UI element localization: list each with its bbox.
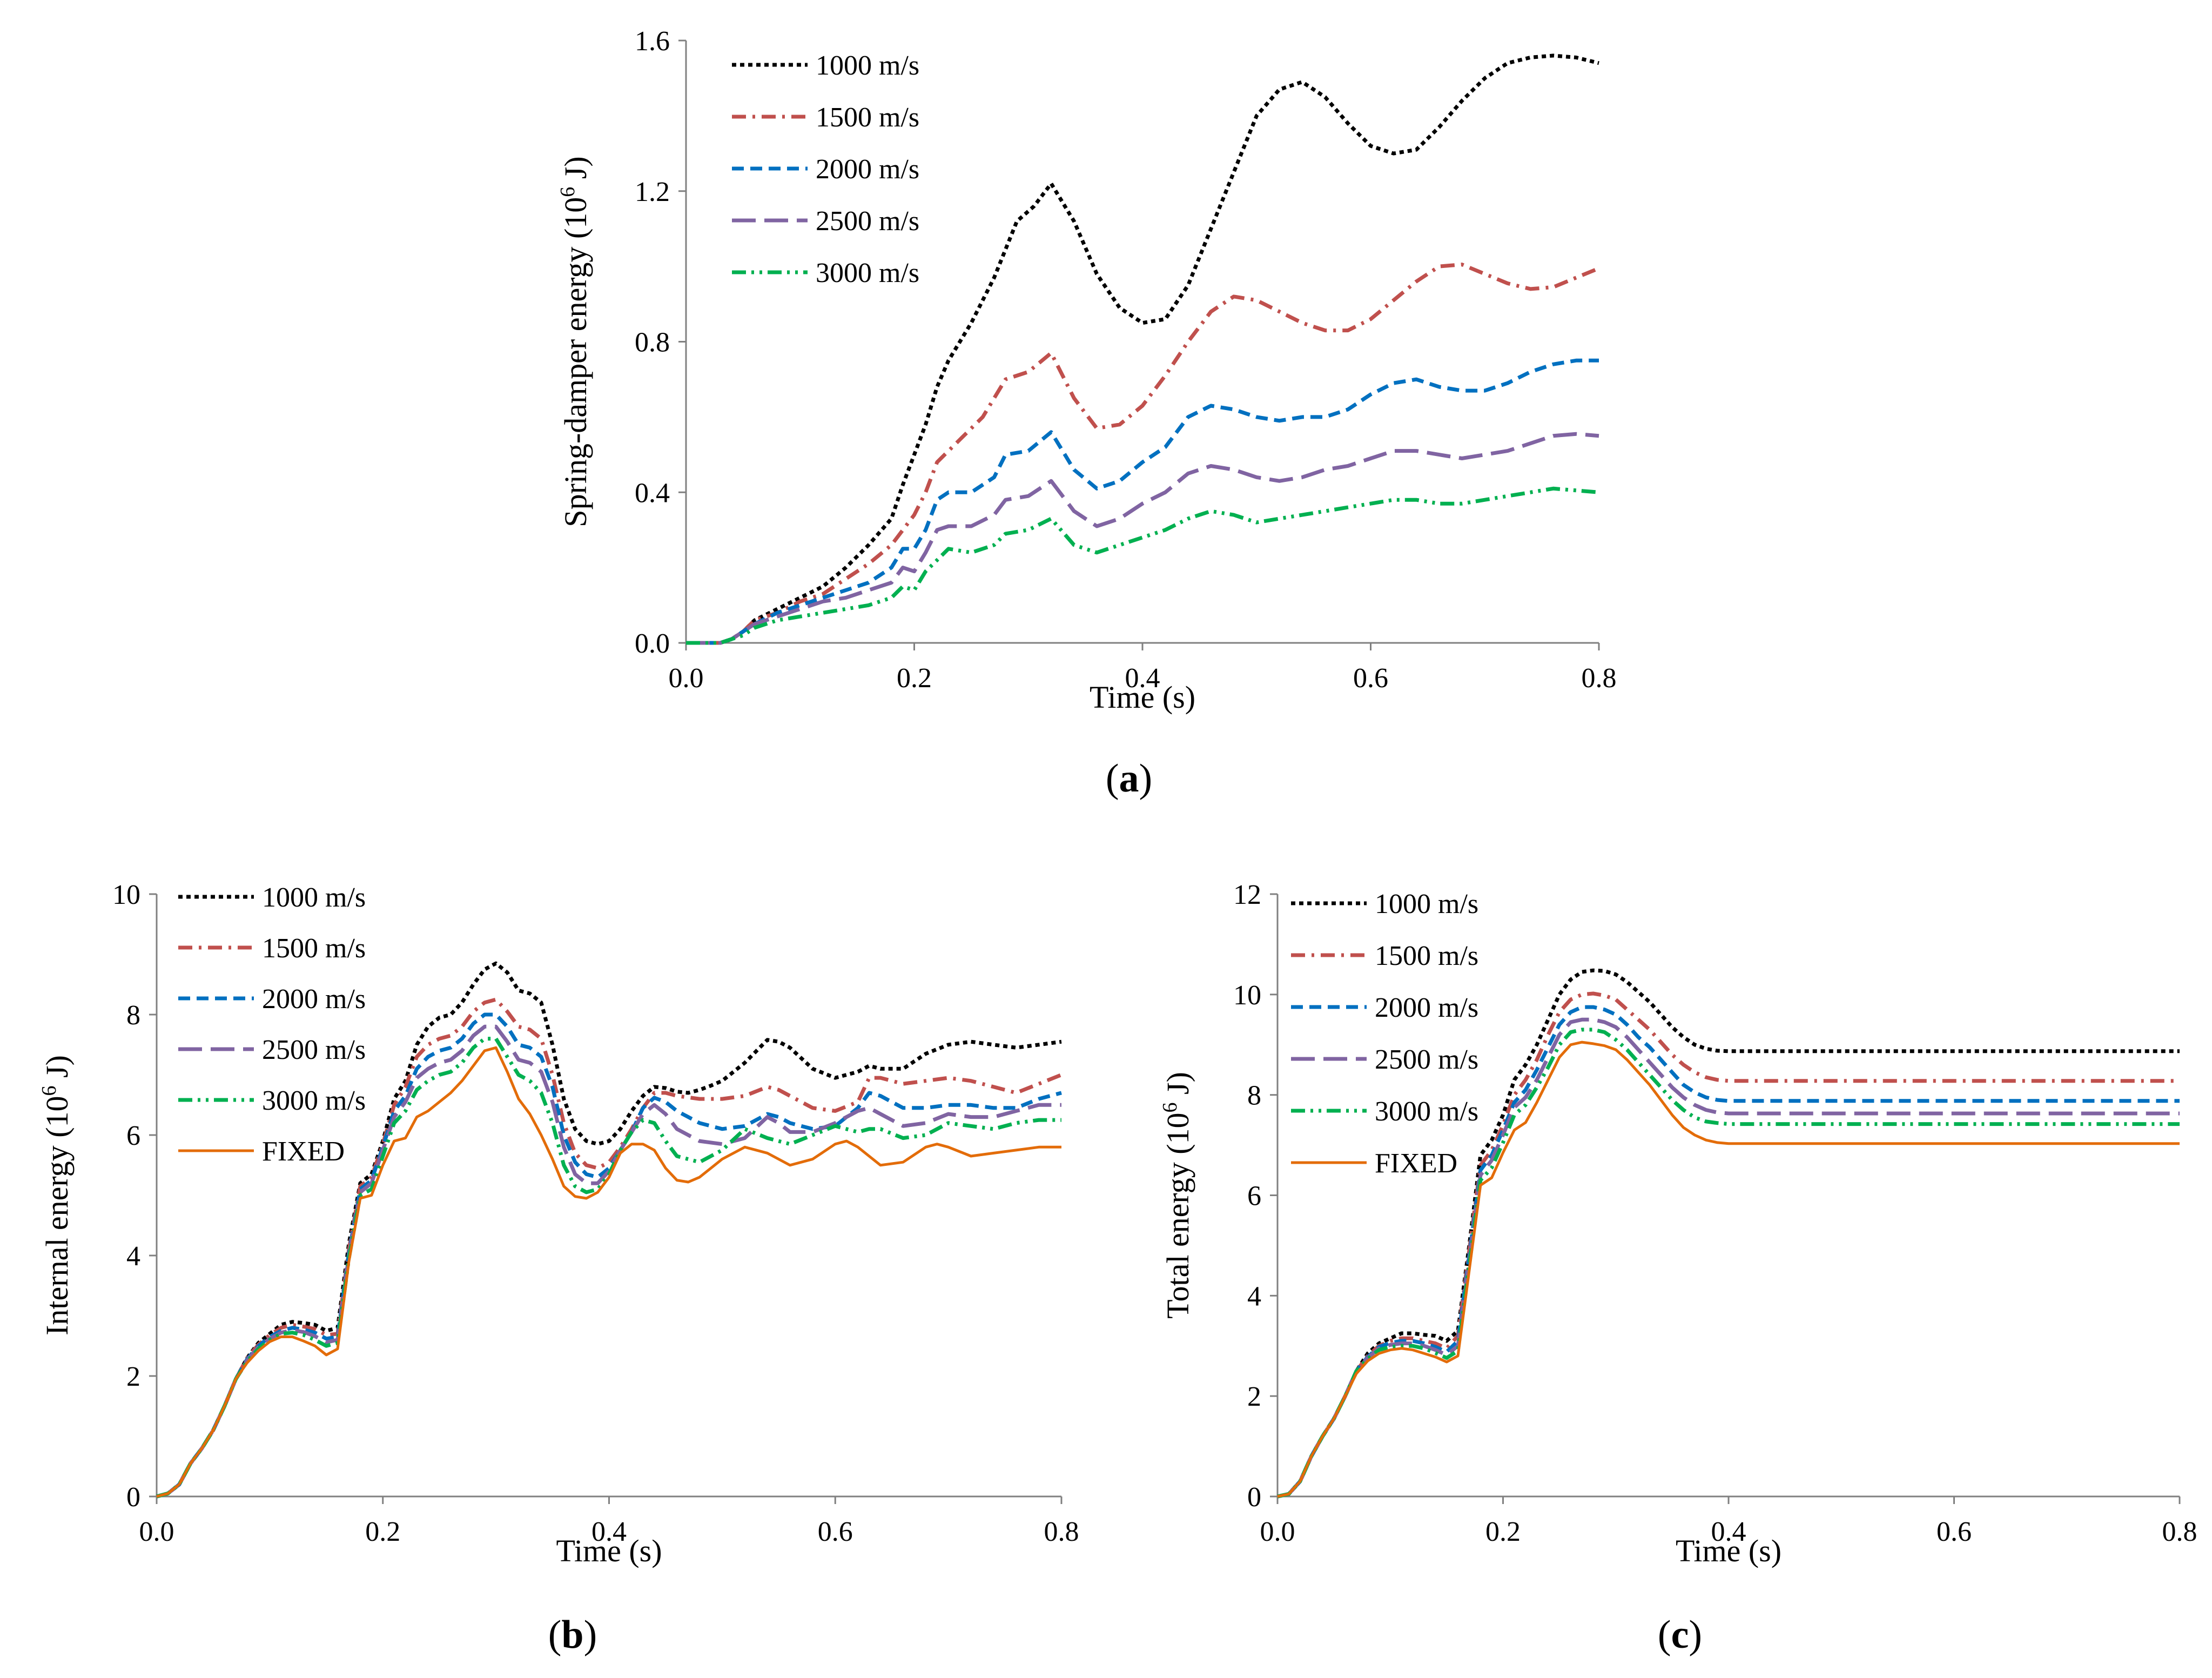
x-tick-label: 0.8 xyxy=(2162,1516,2197,1547)
y-tick-label: 0 xyxy=(1247,1482,1261,1513)
legend-label: 2000 m/s xyxy=(262,984,366,1015)
y-tick-label: 2 xyxy=(1247,1381,1261,1412)
series-line-2500-m-s xyxy=(1277,1017,2180,1499)
legend-label: 3000 m/s xyxy=(816,258,919,288)
y-tick-label: 1.2 xyxy=(635,177,670,207)
x-tick-label: 0.2 xyxy=(1485,1516,1521,1547)
series-line-1500-m-s xyxy=(686,263,1600,645)
legend-label: 3000 m/s xyxy=(262,1085,366,1116)
chart-b-internal-energy: 0 2 4 6 8 10 0.0 0.2 0.4 0.6 0.8 Time (s) Internal e… xyxy=(38,880,1079,1568)
x-tick-label: 0.0 xyxy=(669,663,704,694)
y-tick-label: 4 xyxy=(1247,1281,1261,1312)
legend-label: 2000 m/s xyxy=(816,154,919,185)
series-line-2000-m-s xyxy=(1277,1005,2180,1499)
series-line-2500-m-s xyxy=(156,1024,1061,1499)
y-tick-label: 8 xyxy=(1247,1080,1261,1111)
x-tick-label: 0.4 xyxy=(1711,1516,1746,1547)
y-tick-label: 0.0 xyxy=(635,628,670,659)
series-line-1000-m-s xyxy=(1277,968,2180,1499)
series-line-2000-m-s xyxy=(686,358,1599,645)
x-tick-label: 0.8 xyxy=(1582,663,1617,694)
legend-label: 1500 m/s xyxy=(816,102,919,133)
x-tick-label: 0.8 xyxy=(1044,1516,1079,1547)
series-line-3000-m-s xyxy=(1277,1028,2180,1499)
x-tick-label: 0.6 xyxy=(1937,1516,1972,1547)
x-tick-label: 0.0 xyxy=(1260,1516,1295,1547)
chart-a-spring-damper-energy: 0.0 0.4 0.8 1.2 1.6 0.0 0.2 0.4 0.6 0.8 Time (s) Sp… xyxy=(556,26,1617,715)
legend-label: 2500 m/s xyxy=(1375,1044,1478,1075)
legend-label: FIXED xyxy=(262,1136,345,1167)
x-tick-label: 0.4 xyxy=(591,1516,627,1547)
legend-label: 1500 m/s xyxy=(262,933,366,964)
y-axis-title: Spring-damper energy (106 J) xyxy=(556,156,593,527)
series-line-fixed xyxy=(156,1046,1061,1498)
chart-c-total-energy: 0 2 4 6 8 10 12 0.0 0.2 0.4 0.6 0.8 Time (s) Total en… xyxy=(1159,880,2197,1568)
caption-c: (c) xyxy=(1658,1613,1702,1657)
x-tick-label: 0.6 xyxy=(1353,663,1388,694)
y-tick-label: 10 xyxy=(112,880,140,910)
legend-label: 2500 m/s xyxy=(262,1035,366,1065)
y-axis-title: Total energy (106 J) xyxy=(1159,1072,1195,1319)
legend-label: 1000 m/s xyxy=(1375,889,1478,919)
series-line-3000-m-s xyxy=(156,1037,1061,1499)
legend-label: 1000 m/s xyxy=(816,50,919,81)
series-line-1500-m-s xyxy=(156,997,1063,1499)
series-line-fixed xyxy=(1277,1041,2180,1498)
x-tick-label: 0.2 xyxy=(897,663,932,694)
y-tick-label: 10 xyxy=(1233,980,1261,1011)
y-tick-label: 6 xyxy=(1247,1181,1261,1212)
x-axis-title: Time (s) xyxy=(1676,1533,1781,1568)
y-tick-label: 0 xyxy=(126,1482,140,1513)
series-line-2500-m-s xyxy=(686,432,1599,645)
legend-label: 2000 m/s xyxy=(1375,992,1478,1023)
y-tick-label: 6 xyxy=(126,1120,140,1151)
x-tick-label: 0.6 xyxy=(818,1516,853,1547)
x-axis-title: Time (s) xyxy=(556,1533,662,1568)
y-tick-label: 4 xyxy=(126,1241,140,1272)
x-tick-label: 0.4 xyxy=(1125,663,1160,694)
legend-label: 3000 m/s xyxy=(1375,1096,1478,1127)
y-tick-label: 12 xyxy=(1233,880,1261,910)
legend-label: 1500 m/s xyxy=(1375,941,1478,971)
caption-b: (b) xyxy=(548,1613,597,1657)
legend-label: 1000 m/s xyxy=(262,882,366,913)
y-axis-title: Internal energy (106 J) xyxy=(38,1055,75,1335)
x-tick-label: 0.0 xyxy=(139,1516,174,1547)
series-line-1500-m-s xyxy=(1277,991,2180,1499)
y-tick-label: 1.6 xyxy=(635,26,670,57)
x-axis-title: Time (s) xyxy=(1090,680,1195,715)
caption-a: (a) xyxy=(1106,756,1152,801)
x-tick-label: 0.2 xyxy=(365,1516,400,1547)
y-tick-label: 0.8 xyxy=(635,327,670,358)
legend-label: 2500 m/s xyxy=(816,206,919,237)
series-line-1000-m-s xyxy=(686,53,1599,645)
y-tick-label: 0.4 xyxy=(635,478,670,508)
series-line-1000-m-s xyxy=(156,961,1062,1499)
y-tick-label: 8 xyxy=(126,1000,140,1031)
legend-label: FIXED xyxy=(1375,1148,1457,1179)
y-tick-label: 2 xyxy=(126,1361,140,1392)
